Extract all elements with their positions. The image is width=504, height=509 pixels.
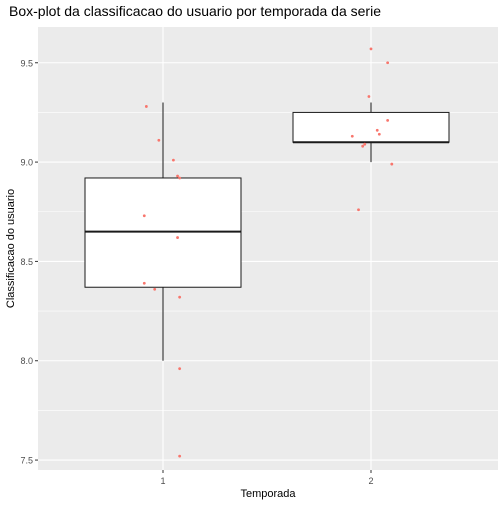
data-point <box>178 295 182 299</box>
data-point <box>390 162 394 166</box>
y-axis: 7.5 8.0 8.5 9.0 9.5 <box>20 58 38 466</box>
data-point <box>361 144 365 148</box>
y-tick-label: 7.5 <box>20 456 33 466</box>
x-tick-label: 1 <box>160 476 165 486</box>
data-point <box>144 105 148 108</box>
data-point <box>377 132 381 136</box>
data-point <box>369 47 373 51</box>
y-axis-title: Classificacao do usuario <box>5 189 17 308</box>
box-2 <box>292 102 450 163</box>
box-1 <box>84 102 242 361</box>
data-point <box>350 134 354 138</box>
y-tick-label: 8.0 <box>20 356 33 366</box>
data-point <box>178 454 182 458</box>
y-tick-label: 9.0 <box>20 158 33 168</box>
x-axis-title: Temporada <box>240 488 296 500</box>
data-point <box>178 176 182 180</box>
box-iqr <box>292 111 450 143</box>
data-point <box>363 142 367 146</box>
data-point <box>176 236 179 239</box>
data-point <box>176 174 179 178</box>
data-point <box>157 138 161 142</box>
y-tick-label: 8.5 <box>20 257 33 267</box>
data-point <box>142 281 146 285</box>
points <box>142 47 394 458</box>
data-point <box>375 128 379 132</box>
data-point <box>357 208 360 212</box>
data-point <box>367 95 371 98</box>
data-point <box>178 367 182 371</box>
y-tick-label: 9.5 <box>20 58 33 68</box>
data-point <box>386 118 390 122</box>
data-point <box>386 61 390 65</box>
x-tick-label: 2 <box>368 476 373 486</box>
boxes <box>84 102 450 361</box>
chart-title: Box-plot da classificacao do usuario por… <box>9 3 381 19</box>
data-point <box>153 287 157 291</box>
data-point <box>142 214 146 218</box>
data-point <box>172 158 175 162</box>
